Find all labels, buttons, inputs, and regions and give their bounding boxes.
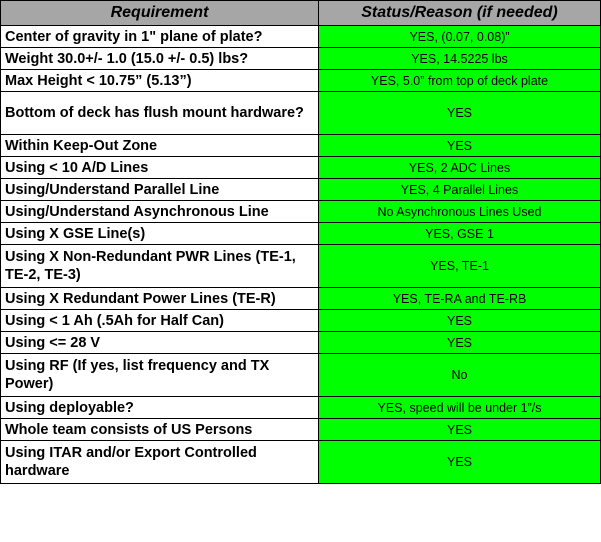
requirement-cell: Using RF (If yes, list frequency and TX … (0, 353, 319, 397)
table-row: Within Keep-Out Zone YES (0, 134, 601, 157)
requirement-cell: Using/Understand Parallel Line (0, 178, 319, 201)
requirement-cell: Bottom of deck has flush mount hardware? (0, 91, 319, 135)
requirement-cell: Max Height < 10.75” (5.13”) (0, 69, 319, 92)
table-row: Using/Understand Parallel Line YES, 4 Pa… (0, 178, 601, 201)
requirements-table: Requirement Status/Reason (if needed) Ce… (0, 0, 601, 484)
requirement-cell: Using < 1 Ah (.5Ah for Half Can) (0, 309, 319, 332)
status-cell: YES, speed will be under 1”/s (318, 396, 601, 419)
requirement-cell: Using < 10 A/D Lines (0, 156, 319, 179)
table-row: Whole team consists of US Persons YES (0, 418, 601, 441)
table-row: Using < 1 Ah (.5Ah for Half Can) YES (0, 309, 601, 332)
requirement-cell: Whole team consists of US Persons (0, 418, 319, 441)
status-cell: YES, 4 Parallel Lines (318, 178, 601, 201)
status-cell: YES, 5.0” from top of deck plate (318, 69, 601, 92)
requirement-cell: Using ITAR and/or Export Controlled hard… (0, 440, 319, 484)
status-cell: No (318, 353, 601, 397)
table-row: Using ITAR and/or Export Controlled hard… (0, 440, 601, 484)
requirement-cell: Center of gravity in 1" plane of plate? (0, 25, 319, 48)
header-row: Requirement Status/Reason (if needed) (0, 0, 601, 26)
status-cell: YES (318, 309, 601, 332)
table-row: Using X GSE Line(s) YES, GSE 1 (0, 222, 601, 245)
status-cell: YES, TE-1 (318, 244, 601, 288)
status-cell: YES, GSE 1 (318, 222, 601, 245)
status-cell: YES, (0.07, 0.08)” (318, 25, 601, 48)
status-cell: No Asynchronous Lines Used (318, 200, 601, 223)
status-cell: YES, TE-RA and TE-RB (318, 287, 601, 310)
table-row: Center of gravity in 1" plane of plate? … (0, 25, 601, 48)
table-row: Max Height < 10.75” (5.13”) YES, 5.0” fr… (0, 69, 601, 92)
status-cell: YES (318, 418, 601, 441)
requirement-cell: Weight 30.0+/- 1.0 (15.0 +/- 0.5) lbs? (0, 47, 319, 70)
table-row: Using/Understand Asynchronous Line No As… (0, 200, 601, 223)
table-row: Weight 30.0+/- 1.0 (15.0 +/- 0.5) lbs? Y… (0, 47, 601, 70)
table-row: Using deployable? YES, speed will be und… (0, 396, 601, 419)
table-row: Using < 10 A/D Lines YES, 2 ADC Lines (0, 156, 601, 179)
status-cell: YES (318, 440, 601, 484)
table-row: Bottom of deck has flush mount hardware?… (0, 91, 601, 135)
requirement-cell: Using X GSE Line(s) (0, 222, 319, 245)
status-cell: YES (318, 134, 601, 157)
status-cell: YES (318, 91, 601, 135)
table-row: Using X Non-Redundant PWR Lines (TE-1, T… (0, 244, 601, 288)
requirement-column-header: Requirement (0, 0, 319, 26)
requirement-cell: Using X Non-Redundant PWR Lines (TE-1, T… (0, 244, 319, 288)
status-cell: YES, 2 ADC Lines (318, 156, 601, 179)
requirement-cell: Using X Redundant Power Lines (TE-R) (0, 287, 319, 310)
requirement-cell: Using <= 28 V (0, 331, 319, 354)
requirement-cell: Using/Understand Asynchronous Line (0, 200, 319, 223)
status-cell: YES (318, 331, 601, 354)
table-row: Using <= 28 V YES (0, 331, 601, 354)
requirement-cell: Using deployable? (0, 396, 319, 419)
status-column-header: Status/Reason (if needed) (318, 0, 601, 26)
status-cell: YES, 14.5225 lbs (318, 47, 601, 70)
table-row: Using X Redundant Power Lines (TE-R) YES… (0, 287, 601, 310)
requirement-cell: Within Keep-Out Zone (0, 134, 319, 157)
table-row: Using RF (If yes, list frequency and TX … (0, 353, 601, 397)
